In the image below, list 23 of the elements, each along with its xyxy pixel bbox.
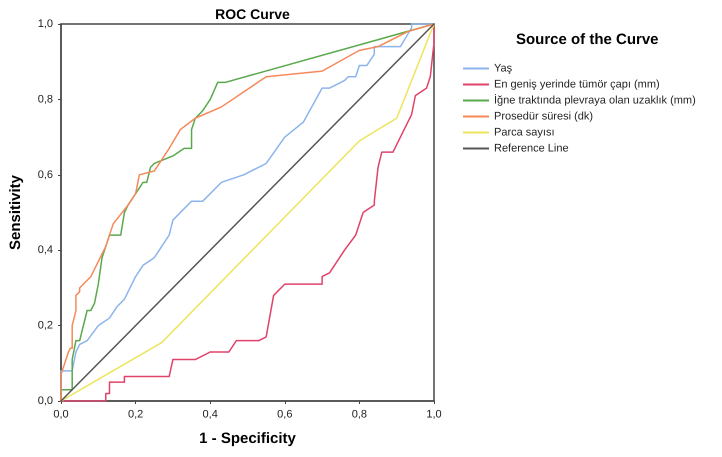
legend-label: Reference Line bbox=[494, 142, 569, 154]
x-tick-label: 0,2 bbox=[128, 408, 144, 420]
line-series bbox=[60, 23, 435, 402]
x-tick-label: 0,0 bbox=[53, 408, 69, 420]
y-tick-label: 0,6 bbox=[38, 168, 53, 181]
legend-label: Yaş bbox=[494, 62, 513, 74]
x-tick-label: 0,8 bbox=[352, 408, 368, 420]
y-axis-title: Sensitivity bbox=[7, 174, 24, 250]
legend-label: Parca sayısı bbox=[494, 126, 555, 138]
legend-label: En geniş yerinde tümör çapı (mm) bbox=[494, 78, 660, 90]
chart-title: ROC Curve bbox=[215, 6, 290, 22]
x-tick-label: 0,6 bbox=[277, 408, 292, 420]
y-tick-label: 0,8 bbox=[38, 93, 53, 106]
x-tick-label: 0,4 bbox=[202, 408, 218, 420]
y-tick-label: 1,0 bbox=[38, 18, 53, 30]
x-tick-label: 1,0 bbox=[426, 408, 442, 420]
legend-label: Prosedür süresi (dk) bbox=[494, 110, 594, 122]
legend-label: İğne traktında plevraya olan uzaklık (mm) bbox=[494, 94, 696, 106]
legend-title: Source of the Curve bbox=[516, 31, 659, 48]
x-axis-title: 1 - Specificity bbox=[199, 430, 297, 447]
y-tick-label: 0,2 bbox=[38, 320, 53, 332]
y-tick-label: 0,4 bbox=[38, 244, 53, 256]
y-tick-label: 0,0 bbox=[38, 395, 53, 407]
